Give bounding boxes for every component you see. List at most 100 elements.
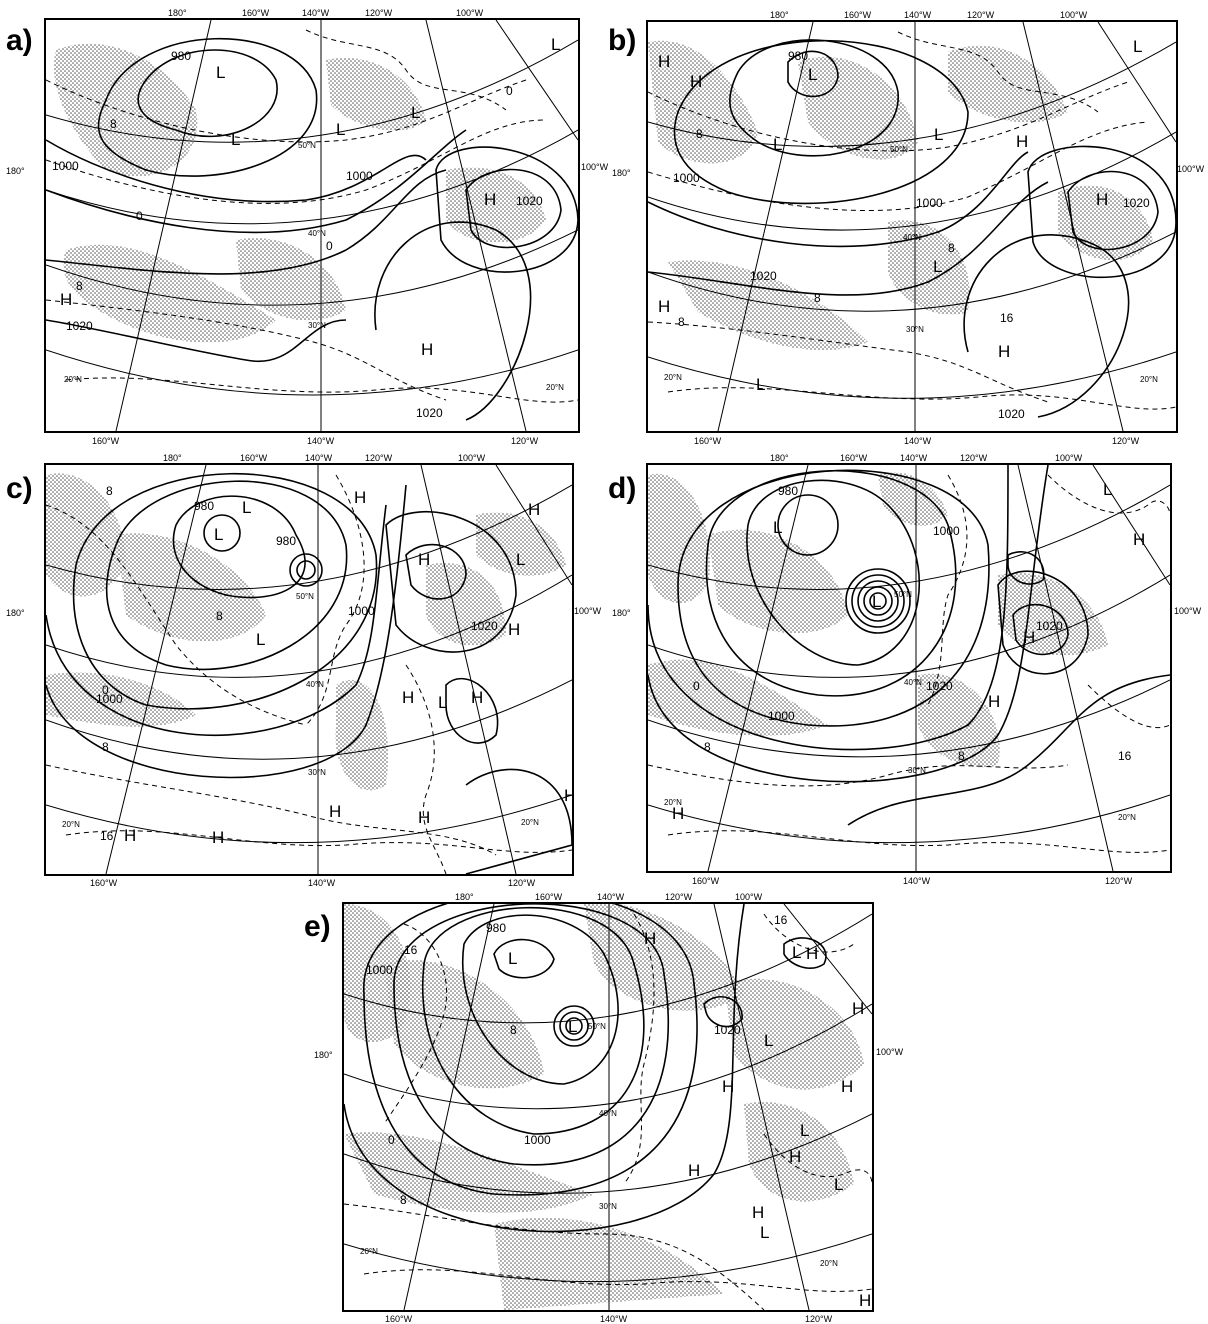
isobar [845, 568, 911, 634]
low-center-label: L [242, 498, 251, 517]
high-center-label: H [806, 944, 818, 963]
parallel [648, 794, 1170, 844]
isotherm [46, 299, 447, 401]
panel-letter-e: e) [304, 910, 331, 943]
isobar-label: 980 [788, 49, 808, 63]
latitude-label: 40°N [308, 229, 326, 238]
latitude-label: 20°N [360, 1247, 378, 1256]
parallel [648, 231, 1176, 312]
stipple-region [476, 512, 566, 576]
bottom-tick-160w: 160°W [92, 436, 120, 446]
isobar [997, 570, 1089, 675]
isobar-label: 1020 [926, 679, 953, 693]
meridian [717, 22, 814, 431]
isotherm-label: 8 [216, 609, 223, 623]
bottom-tick-160w: 160°W [692, 876, 720, 886]
low-center-label: L [773, 135, 782, 154]
isobar [422, 906, 645, 1135]
isotherm [46, 79, 527, 143]
isobar [1067, 170, 1159, 251]
top-tick-120w: 120°W [960, 453, 988, 463]
parallel [648, 574, 1170, 678]
low-center-label: L [800, 1121, 809, 1140]
parallel [46, 484, 572, 590]
top-tick-160w: 160°W [840, 453, 868, 463]
isobar [705, 469, 957, 697]
stipple-region [798, 56, 918, 160]
low-center-label: L [934, 125, 943, 144]
high-center-label: H [841, 1077, 853, 1096]
panel-letter-d: d) [608, 472, 637, 505]
isotherm-label: 16 [774, 913, 788, 927]
low-center-label: L [792, 943, 801, 962]
low-center-label: L [216, 63, 225, 82]
isobar-label: 1000 [673, 171, 700, 185]
isotherm-label: 8 [400, 1193, 407, 1207]
low-center-label: L [1103, 480, 1112, 499]
isobar [851, 574, 905, 628]
isobar-label: 1020 [471, 619, 498, 633]
map-frame-b: L L L L L L H H H H H H 980 1000 1000 10… [646, 20, 1178, 433]
isobar [648, 465, 1009, 751]
stipple-region [948, 45, 1068, 123]
top-tick-140w: 140°W [302, 8, 330, 18]
low-center-label: L [568, 1017, 577, 1036]
isobar [405, 543, 467, 600]
stipple-region [584, 904, 744, 1011]
isobar [46, 169, 447, 275]
isotherm [46, 764, 497, 856]
latitude-label: 20°N [1140, 375, 1158, 384]
isotherm [344, 1203, 765, 1310]
high-center-label: H [859, 1291, 871, 1310]
low-center-label: L [773, 518, 782, 537]
isobar-label: 1000 [933, 524, 960, 538]
isobar [565, 1017, 583, 1035]
isobar-label: 1000 [366, 963, 393, 977]
isotherm-label: 8 [704, 740, 711, 754]
latitude-label: 20°N [664, 798, 682, 807]
isotherm-label: 0 [693, 679, 700, 693]
high-center-label: H [60, 290, 72, 309]
low-center-label: L [764, 1031, 773, 1050]
weather-map-b: L L L L L L H H H H H H 980 1000 1000 10… [648, 22, 1176, 431]
high-center-label: H [329, 802, 341, 821]
isobar [296, 560, 316, 580]
high-center-label: H [402, 688, 414, 707]
low-center-label: L [756, 375, 765, 394]
isotherm-label: 8 [102, 740, 109, 754]
isotherm-label: 16 [100, 829, 114, 843]
latitude-label: 20°N [521, 818, 539, 827]
bottom-tick-140w: 140°W [600, 1314, 628, 1324]
isobar [729, 39, 899, 157]
high-center-label: H [418, 550, 430, 569]
isobar [857, 580, 899, 622]
isotherm-label: 16 [1000, 311, 1014, 325]
isobar-label: 980 [276, 534, 296, 548]
low-center-label: L [256, 630, 265, 649]
top-tick-140w: 140°W [305, 453, 333, 463]
latitude-label: 20°N [1118, 813, 1136, 822]
high-center-label: H [1096, 190, 1108, 209]
stipple-region [335, 679, 388, 791]
isotherm [305, 474, 365, 726]
isotherm [667, 387, 1176, 410]
isobar [847, 674, 1170, 826]
latitude-label: 30°N [308, 321, 326, 330]
isotherm [46, 119, 547, 204]
high-center-label: H [484, 190, 496, 209]
bottom-tick-120w: 120°W [1105, 876, 1133, 886]
isobar-label: 980 [194, 499, 214, 513]
low-center-label: L [551, 35, 560, 54]
isotherm [623, 913, 655, 1185]
isobar [46, 504, 387, 737]
parallel [344, 1113, 872, 1194]
latitude-label: 50°N [890, 145, 908, 154]
top-tick-160w: 160°W [242, 8, 270, 18]
isotherm-label: 0 [326, 239, 333, 253]
panel-letter-a: a) [6, 24, 33, 57]
parallel [46, 39, 578, 143]
isotherm [763, 913, 855, 953]
low-center-label: L [336, 120, 345, 139]
isobar [863, 586, 893, 616]
stipple-region [744, 1102, 854, 1202]
